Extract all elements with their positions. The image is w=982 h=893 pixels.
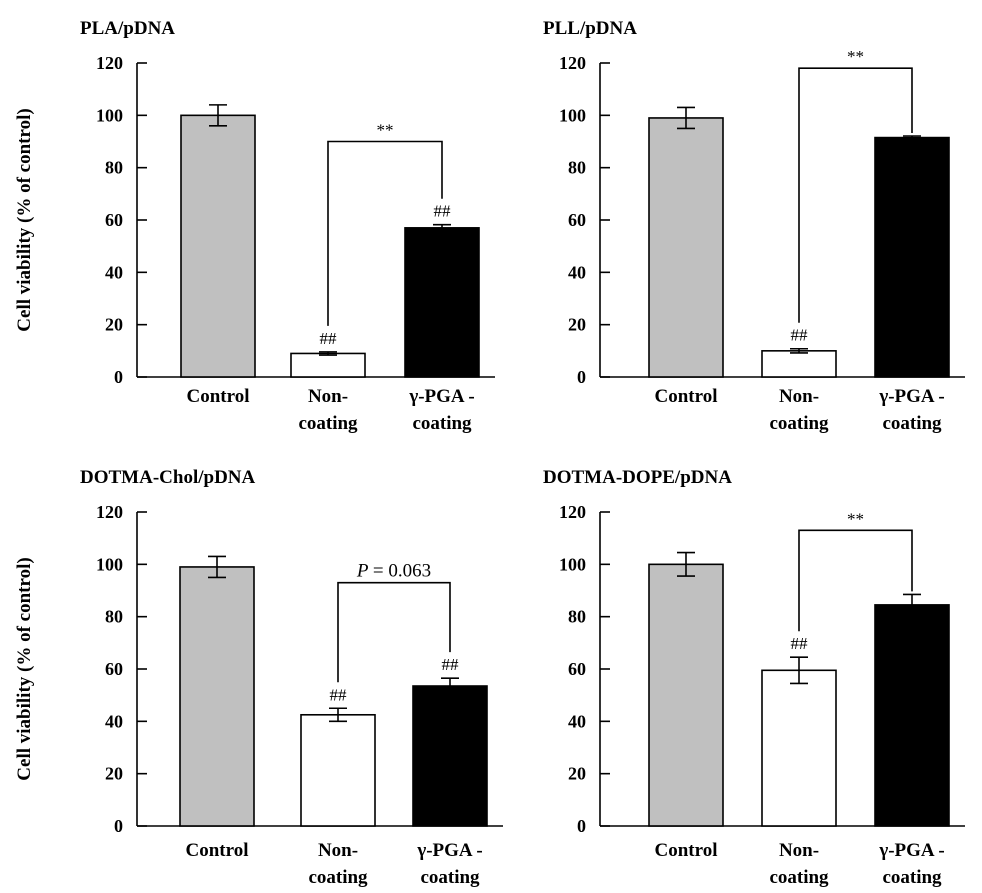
y-tick-label: 40 — [568, 711, 586, 731]
x-category-label: coating — [769, 413, 829, 434]
y-tick-label: 60 — [105, 659, 123, 679]
x-category-label: γ-PGA - — [878, 386, 944, 407]
x-category-label: Non- — [779, 840, 819, 861]
y-tick-label: 60 — [568, 210, 586, 230]
comparison-label: P = 0.063 — [356, 561, 431, 582]
y-tick-label: 80 — [105, 607, 123, 627]
y-tick-label: 40 — [568, 262, 586, 282]
chart-panel-3: DOTMA-Chol/pDNA Cell viability (% of cont… — [14, 467, 503, 888]
x-category-label: coating — [298, 413, 358, 434]
x-category-label: coating — [308, 867, 368, 888]
significance-mark: ## — [330, 685, 348, 704]
y-tick-label: 60 — [568, 659, 586, 679]
y-axis-label: Cell viability (% of control) — [14, 108, 35, 331]
y-tick-label: 0 — [114, 367, 123, 387]
y-tick-label: 80 — [105, 158, 123, 178]
y-tick-label: 80 — [568, 607, 586, 627]
y-tick-label: 100 — [559, 554, 586, 574]
chart-title: DOTMA-DOPE/pDNA — [543, 467, 732, 488]
x-category-label: Non- — [308, 386, 348, 407]
bar — [761, 350, 837, 378]
significance-mark: ## — [791, 634, 809, 653]
y-tick-label: 20 — [568, 315, 586, 335]
x-category-label: coating — [882, 867, 942, 888]
significance-mark: ## — [434, 202, 452, 221]
x-category-label: Non- — [779, 386, 819, 407]
y-tick-label: 60 — [105, 210, 123, 230]
y-tick-label: 120 — [96, 53, 123, 73]
bar — [179, 566, 255, 827]
bar — [404, 227, 480, 378]
y-tick-label: 80 — [568, 158, 586, 178]
y-axis-label: Cell viability (% of control) — [14, 557, 35, 780]
y-tick-label: 20 — [568, 764, 586, 784]
chart-title: PLA/pDNA — [80, 18, 175, 39]
chart-panel-4: DOTMA-DOPE/pDNA 0 20 40 60 80 100 120 Control ## N… — [543, 467, 965, 888]
x-category-label: γ-PGA - — [416, 840, 482, 861]
comparison-bracket — [798, 67, 913, 323]
chart-title: DOTMA-Chol/pDNA — [80, 467, 256, 488]
significance-mark: ## — [320, 329, 338, 348]
chart-panel-1: PLA/pDNA Cell viability (% of control) 0 20… — [14, 18, 495, 434]
y-tick-label: 0 — [114, 816, 123, 836]
bar — [874, 136, 950, 378]
y-tick-label: 40 — [105, 262, 123, 282]
x-category-label: γ-PGA - — [408, 386, 474, 407]
chart-panel-2: PLL/pDNA 0 20 40 60 80 100 120 Control ## Non-coat… — [543, 18, 965, 434]
x-category-label: coating — [769, 867, 829, 888]
y-tick-label: 100 — [96, 105, 123, 125]
p-value: = 0.063 — [373, 561, 431, 582]
y-tick-label: 0 — [577, 367, 586, 387]
comparison-bracket — [337, 581, 451, 683]
bar — [874, 604, 950, 827]
y-tick-label: 120 — [559, 53, 586, 73]
y-tick-label: 100 — [559, 105, 586, 125]
x-category-label: Non- — [318, 840, 358, 861]
comparison-bracket — [798, 529, 913, 632]
x-category-label: Control — [655, 386, 718, 407]
significance-mark: ## — [791, 326, 809, 345]
significance-mark: ## — [442, 655, 460, 674]
chart-title: PLL/pDNA — [543, 18, 637, 39]
p-symbol: P — [356, 561, 373, 582]
bar — [648, 563, 724, 827]
bar — [412, 685, 488, 827]
comparison-label: ** — [847, 47, 864, 66]
x-category-label: coating — [420, 867, 480, 888]
x-category-label: Control — [655, 840, 718, 861]
y-tick-label: 20 — [105, 764, 123, 784]
comparison-bracket — [327, 140, 443, 326]
comparison-label: ** — [377, 121, 394, 140]
y-tick-label: 100 — [96, 554, 123, 574]
y-tick-label: 0 — [577, 816, 586, 836]
x-category-label: Control — [186, 840, 249, 861]
x-category-label: coating — [412, 413, 472, 434]
y-tick-label: 20 — [105, 315, 123, 335]
bar — [180, 114, 256, 378]
bar — [648, 117, 724, 378]
comparison-label: ** — [847, 509, 864, 528]
x-category-label: γ-PGA - — [878, 840, 944, 861]
bar — [300, 713, 376, 827]
y-tick-label: 120 — [559, 502, 586, 522]
bar — [761, 669, 837, 827]
x-category-label: Control — [187, 386, 250, 407]
x-category-label: coating — [882, 413, 942, 434]
y-tick-label: 40 — [105, 711, 123, 731]
bar — [290, 352, 366, 378]
y-tick-label: 120 — [96, 502, 123, 522]
